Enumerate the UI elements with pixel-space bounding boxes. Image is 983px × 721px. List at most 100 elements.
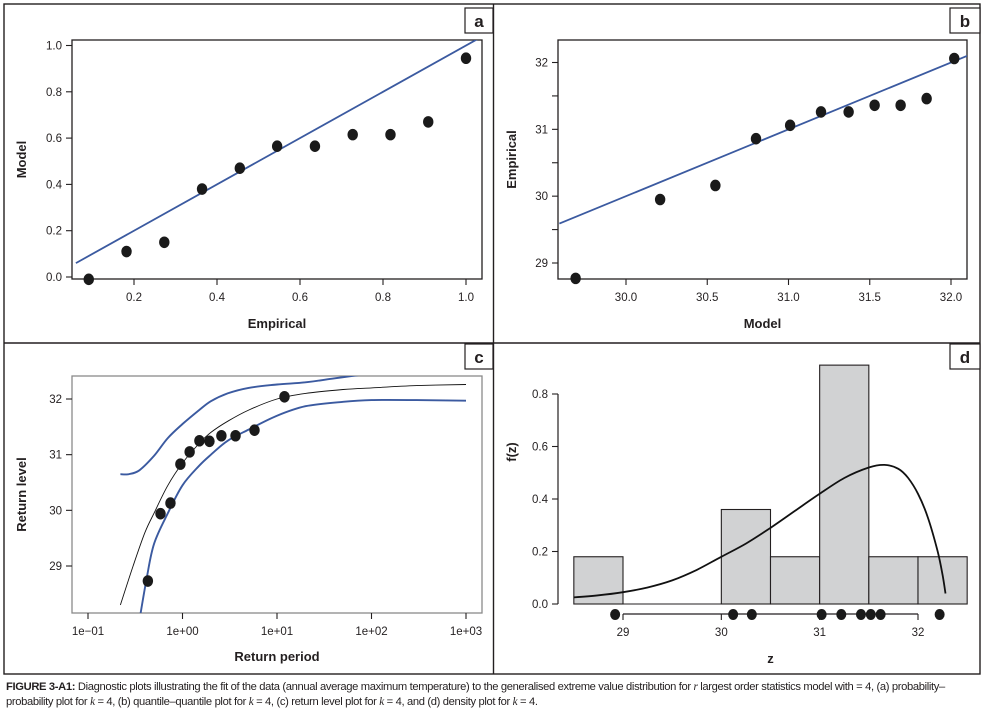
data-point [83,273,94,286]
data-point [159,236,170,249]
x-tick-label: 0.2 [126,292,142,304]
caption-text: Diagnostic plots illustrating the fit of… [75,681,694,693]
data-point [142,575,154,587]
caption-text: = 4, (b) quantile–quantile plot for [94,696,249,708]
data-point [843,106,854,118]
x-tick-label: 1e+02 [355,626,387,638]
return-level-curve [119,384,467,606]
x-tick-label: 0.8 [375,292,391,304]
rug-point [855,609,866,620]
density-curve [573,463,947,599]
data-point [869,99,880,112]
x-tick-label: 1e+00 [166,626,198,638]
y-tick-label: 0.6 [532,442,548,454]
rug-point [934,609,945,620]
rug-point [610,609,621,620]
data-point [921,92,932,105]
x-tick-label: 32.0 [940,292,962,304]
caption-text: = 4, (c) return level plot for [253,696,380,708]
panel-c-return-level-plot: 1e−01 1e+00 1e+01 1e+02 1e+03 29 30 31 32 Return … [14,375,483,664]
x-axis-label: z [767,651,774,666]
panel-label-text: a [474,12,484,31]
y-tick-label: 0.2 [46,226,62,238]
panel-label-text: c [474,348,483,367]
y-tick-label: 32 [49,394,62,406]
caption-text: = 4. [517,696,538,708]
x-tick-label: 1e+01 [261,626,293,638]
histogram-bar [769,556,821,605]
panel-label-a: a [464,7,494,34]
x-axis-label: Return period [234,649,319,664]
y-tick-label: 29 [49,561,62,573]
x-tick-label: 30 [715,627,728,639]
y-axis-label: Return level [14,457,29,531]
x-tick-label: 31.5 [859,292,881,304]
figure-frame [3,3,981,675]
caption-text: largest order statistics model with = 4,… [6,681,945,708]
data-point [423,116,434,128]
y-tick-label: 0.6 [46,133,62,145]
caption-text: = 4, and (d) density plot for [383,696,513,708]
caption-var-k: k [90,696,95,708]
data-point [385,128,396,141]
y-tick-label: 0.0 [532,599,548,611]
rug-point [816,609,827,620]
y-tick-label: 31 [535,124,548,136]
data-point [230,429,241,442]
panel-label-box [949,343,981,370]
y-tick-label: 0.8 [46,87,62,99]
x-tick-label: 32 [912,627,925,639]
rug-point [865,609,876,620]
y-tick-label: 0.2 [532,547,548,559]
y-tick-label: 0.0 [46,272,62,284]
data-point [710,179,721,192]
x-tick-label: 31 [813,627,826,639]
caption-label: FIGURE 3-A1: [6,681,76,693]
x-axis-label: Model [744,316,782,331]
upper-confidence-line [120,376,359,476]
y-axis-label: f(z) [504,442,519,462]
panel-label-box [464,7,494,34]
data-point [570,272,581,285]
data-point [184,446,195,458]
rug-point [728,609,739,620]
y-tick-label: 32 [535,58,548,70]
x-tick-label: 30.5 [696,292,718,304]
data-point [309,140,321,153]
data-point [194,434,205,447]
x-tick-label: 31.0 [777,292,799,304]
figure-panels: 0.2 0.4 0.6 0.8 1.0 0.0 0.2 0.4 0.6 0.8 1.0 Empiric… [3,3,981,675]
data-point [234,162,246,174]
panel-label-d: d [949,343,981,370]
panel-a-pp-plot: 0.2 0.4 0.6 0.8 1.0 0.0 0.2 0.4 0.6 0.8 1.0 Empiric… [14,39,483,331]
data-point [271,140,283,153]
panel-b-qq-plot: 30.0 30.5 31.0 31.5 32.0 29 30 31 32 Model Empiric… [504,39,968,331]
plot-area-border [557,39,968,280]
reference-line [559,54,967,225]
data-point [196,183,208,195]
x-tick-label: 29 [617,627,630,639]
caption-var-k: k [379,696,384,708]
rug-point [875,609,886,620]
data-point [784,119,796,132]
data-point [815,106,827,118]
x-tick-label: 0.4 [209,292,226,304]
x-tick-label: 1e−01 [72,626,104,638]
data-point [204,435,215,448]
data-point [249,424,260,436]
y-tick-label: 0.8 [532,389,548,401]
panel-label-text: d [960,348,970,367]
data-point [165,497,176,509]
rug-point [746,609,757,620]
x-tick-label: 30.0 [615,292,637,304]
panel-label-b: b [949,7,981,34]
histogram-bar [868,556,919,605]
data-point [654,193,666,206]
data-point [347,128,358,141]
x-tick-label: 1e+03 [450,626,482,638]
panel-label-c: c [464,343,494,370]
rug-point [836,609,847,620]
y-tick-label: 0.4 [46,179,63,191]
caption-var-r: r [693,681,698,693]
y-axis-label: Empirical [504,130,519,189]
